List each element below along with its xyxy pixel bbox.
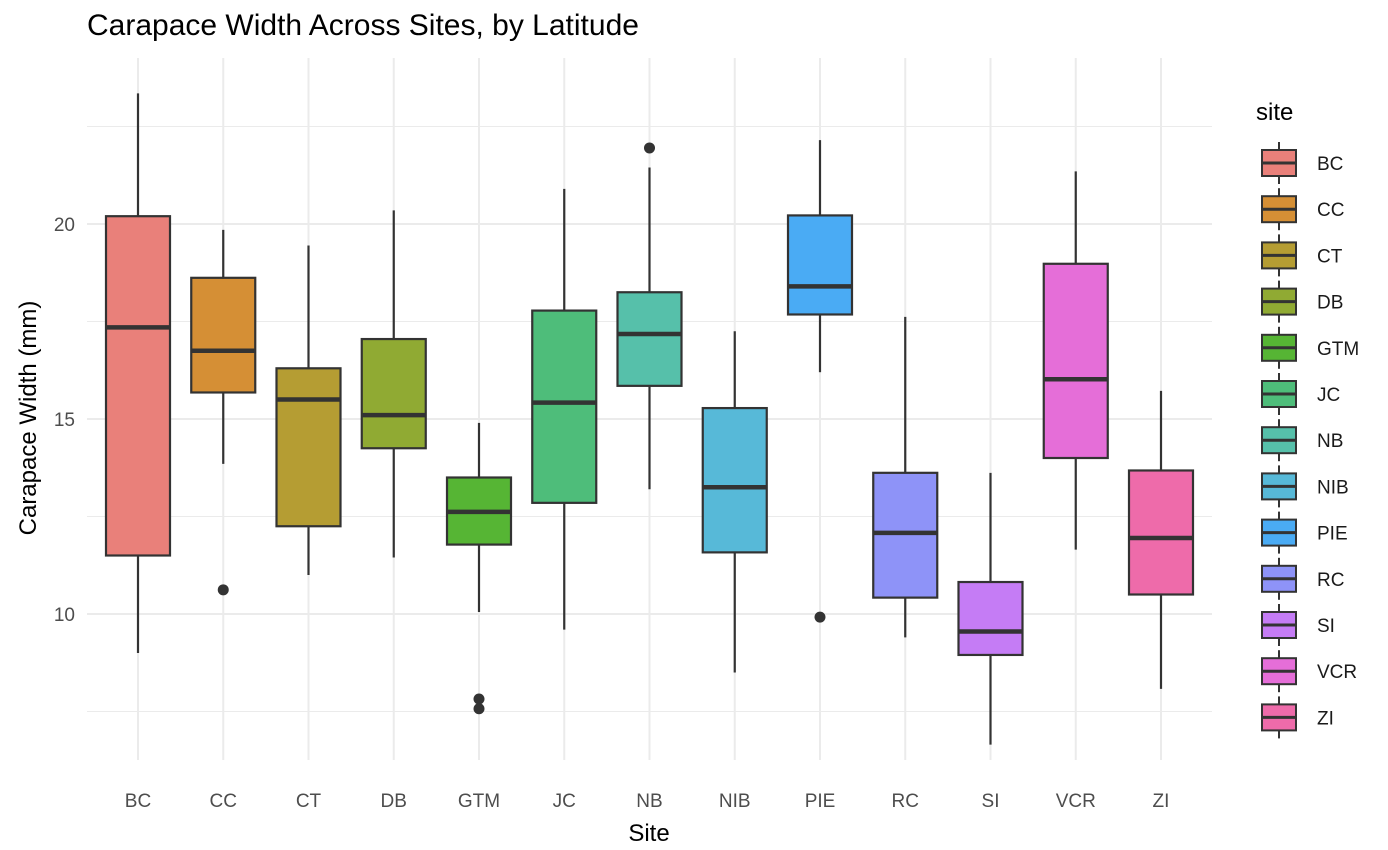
box-pie [786, 140, 854, 623]
y-axis-ticks: 10 15 20 [54, 215, 75, 626]
legend-label: SI [1317, 616, 1335, 637]
x-tick-label: CT [296, 791, 322, 812]
legend-item-vcr: VCR [1261, 650, 1357, 693]
legend-item-jc: JC [1261, 373, 1340, 415]
box-nb [616, 142, 683, 490]
legend-label: PIE [1317, 524, 1348, 545]
box-iqr [1042, 262, 1109, 460]
outlier-point [473, 703, 485, 715]
x-tick-label: ZI [1153, 791, 1170, 812]
y-tick-label: 15 [54, 410, 75, 431]
legend-label: BC [1317, 154, 1343, 175]
box-si [957, 472, 1024, 745]
legend-label: JC [1317, 385, 1340, 406]
x-axis-ticks: BC CC CT DB GTM JC NB NIB PIE RC SI VCR ZI [125, 791, 1170, 812]
legend-title: site [1256, 99, 1293, 126]
legend-item-pie: PIE [1261, 511, 1348, 554]
y-tick-label: 20 [54, 215, 75, 236]
legend-label: NIB [1317, 477, 1349, 498]
legend-label: VCR [1317, 662, 1357, 683]
legend-item-rc: RC [1261, 557, 1344, 600]
x-tick-label: SI [982, 791, 1000, 812]
legend-item-cc: CC [1261, 188, 1344, 231]
x-tick-label: VCR [1056, 791, 1096, 812]
box-iqr [190, 276, 257, 394]
legend-item-nib: NIB [1261, 465, 1349, 508]
box-cc [190, 229, 257, 596]
legend: BC CC CT DB GTM JC NB NIB PIE RC SI VCR ZI [1261, 142, 1359, 739]
legend-label: DB [1317, 293, 1343, 314]
box-iqr [616, 291, 683, 387]
legend-label: CC [1317, 200, 1344, 221]
box-nib [701, 331, 768, 673]
legend-item-si: SI [1261, 604, 1335, 646]
box-iqr [1127, 469, 1195, 596]
legend-label: GTM [1317, 339, 1359, 360]
box-ct [275, 245, 342, 575]
legend-label: RC [1317, 570, 1344, 591]
legend-item-gtm: GTM [1261, 326, 1359, 369]
box-rc [872, 316, 939, 638]
chart-title: Carapace Width Across Sites, by Latitude [87, 9, 639, 42]
x-tick-label: JC [553, 791, 576, 812]
legend-label: ZI [1317, 708, 1334, 729]
box-vcr [1042, 171, 1109, 550]
outlier-point [644, 142, 655, 154]
box-zi [1127, 390, 1195, 689]
legend-item-ct: CT [1261, 234, 1343, 277]
x-tick-label: PIE [805, 791, 836, 812]
box-db [360, 210, 427, 558]
y-tick-label: 10 [54, 605, 75, 626]
outlier-point [814, 611, 826, 623]
box-iqr [531, 309, 598, 504]
legend-item-bc: BC [1261, 142, 1343, 184]
x-tick-label: CC [210, 791, 237, 812]
legend-item-db: DB [1261, 280, 1343, 323]
box-jc [531, 188, 598, 630]
box-gtm [445, 422, 513, 715]
outlier-point [473, 693, 485, 705]
legend-label: CT [1317, 246, 1343, 267]
x-tick-label: GTM [458, 791, 500, 812]
box-iqr [957, 580, 1024, 657]
legend-item-zi: ZI [1261, 696, 1334, 739]
y-axis-title: Carapace Width (mm) [15, 301, 42, 536]
box-iqr [786, 214, 854, 316]
x-tick-label: NIB [719, 791, 751, 812]
x-tick-label: DB [381, 791, 407, 812]
x-tick-label: BC [125, 791, 151, 812]
boxes [104, 93, 1195, 745]
box-bc [104, 93, 172, 653]
box-iqr [360, 337, 427, 450]
outlier-point [217, 584, 229, 596]
x-axis-title: Site [628, 820, 669, 847]
box-iqr [701, 406, 768, 554]
box-iqr [872, 471, 939, 599]
legend-item-nb: NB [1261, 419, 1343, 462]
box-iqr [104, 215, 172, 557]
x-tick-label: RC [892, 791, 919, 812]
box-iqr [275, 367, 342, 528]
legend-label: NB [1317, 431, 1343, 452]
x-tick-label: NB [636, 791, 662, 812]
